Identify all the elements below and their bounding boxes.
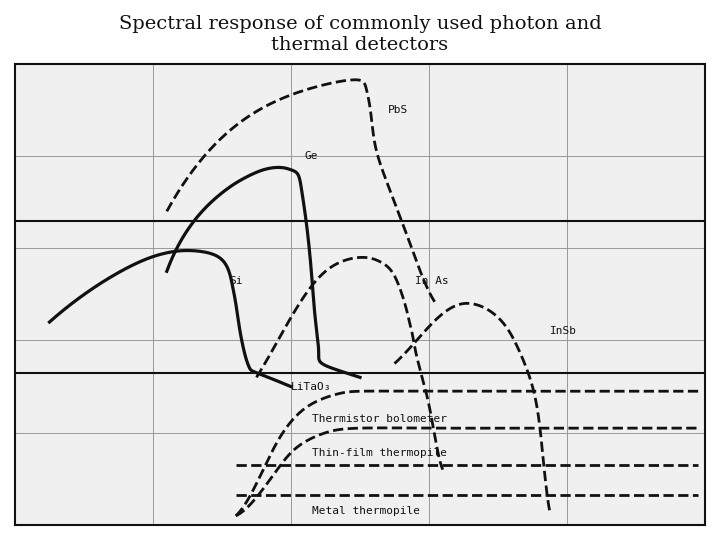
Text: Metal thermopile: Metal thermopile — [312, 506, 420, 516]
Text: Ge: Ge — [305, 151, 318, 161]
Text: LiTaO₃: LiTaO₃ — [291, 382, 331, 392]
Title: Spectral response of commonly used photon and
thermal detectors: Spectral response of commonly used photo… — [119, 15, 601, 54]
Text: Thin-film thermopile: Thin-film thermopile — [312, 449, 446, 458]
Text: In As: In As — [415, 275, 449, 286]
Text: InSb: InSb — [550, 326, 577, 336]
Text: PbS: PbS — [387, 105, 408, 115]
Text: Thermistor bolometer: Thermistor bolometer — [312, 414, 446, 424]
Text: Si: Si — [229, 275, 243, 286]
